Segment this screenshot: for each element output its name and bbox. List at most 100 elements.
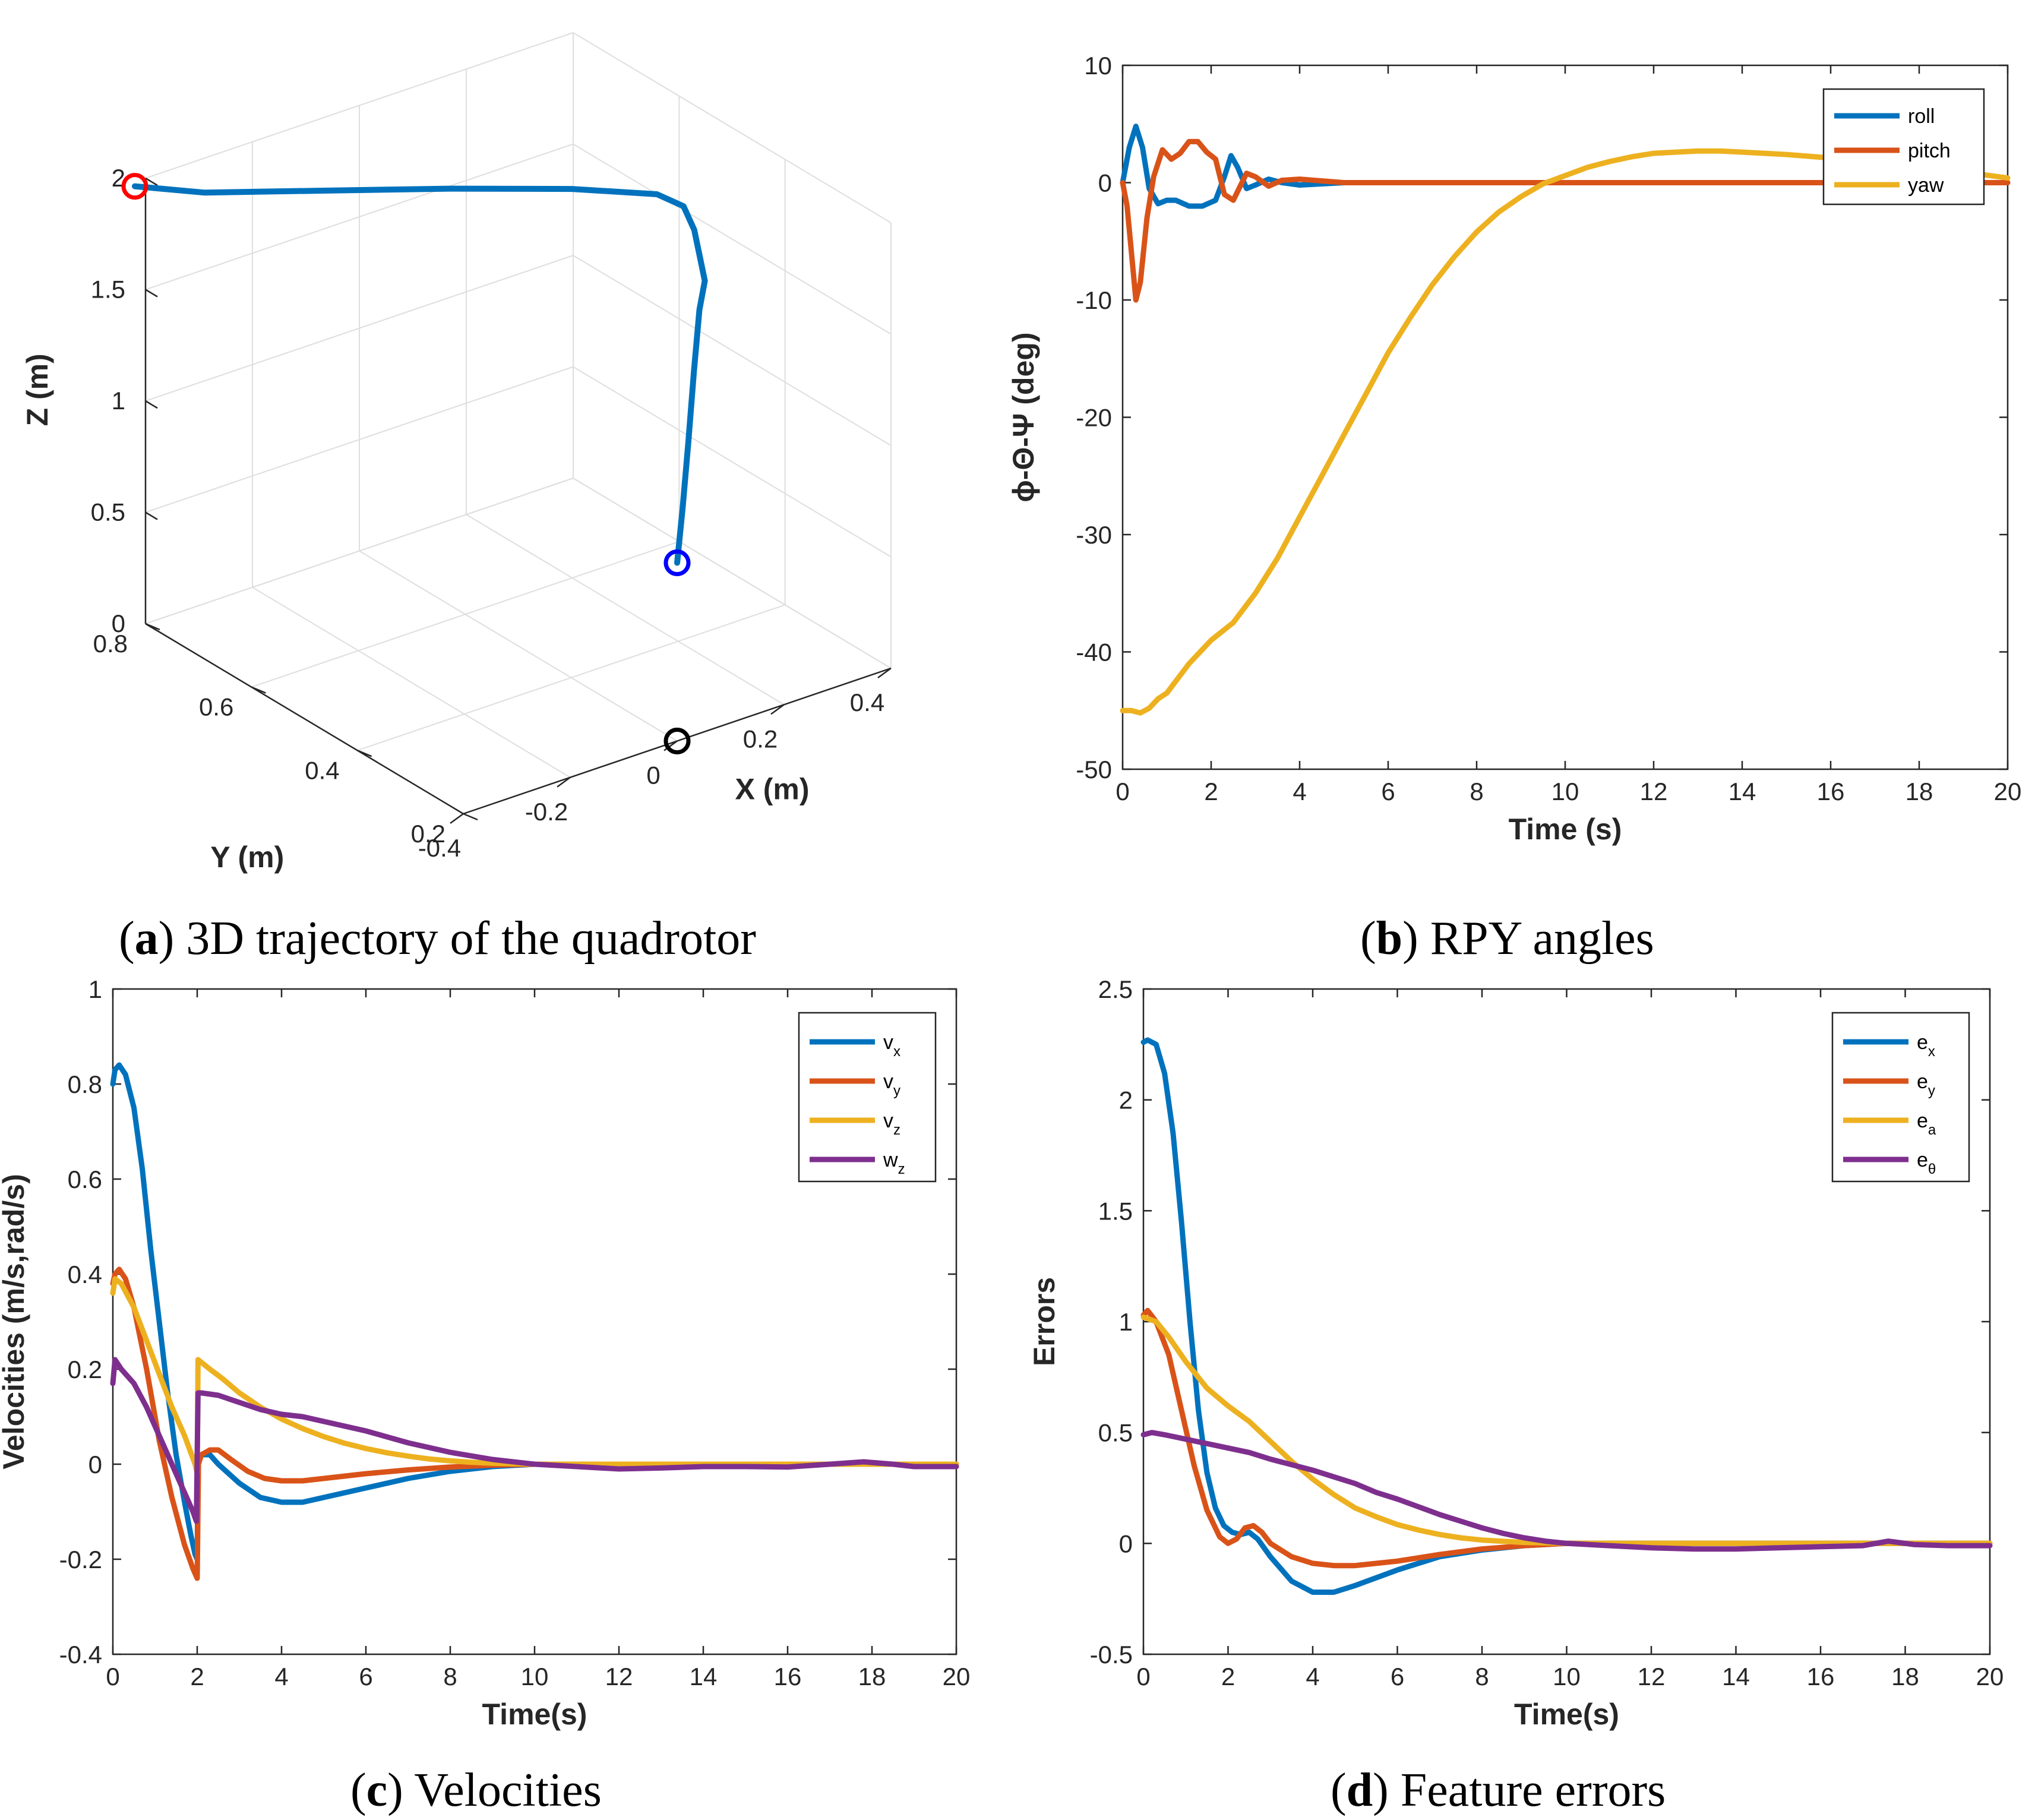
y-tick-label: 2 (1119, 1086, 1133, 1114)
x-tick-label: 16 (1817, 778, 1845, 805)
x-tick-label: 8 (443, 1663, 457, 1691)
legend-label-vx: vx (883, 1031, 900, 1060)
panel-d-feature-errors: 0 2 4 6 8 10 12 14 16 18 20-0.500.511.522.5Time(s)… (1028, 975, 2004, 1731)
grid-line (145, 478, 574, 624)
y-tick-mark (357, 750, 372, 757)
caption-b: (b) RPY angles (1360, 912, 1654, 965)
series-line-wz (110, 1357, 959, 1524)
y-tick-label: 0.6 (199, 693, 233, 721)
legend-label-vz: vz (883, 1110, 900, 1138)
y-tick-label: 0 (1119, 1530, 1133, 1557)
x-axis-label: Time(s) (482, 1698, 587, 1731)
x-tick-mark (663, 740, 678, 751)
y-tick-label: 0.5 (1098, 1419, 1133, 1447)
legend-box (798, 1012, 937, 1183)
x-tick-label: 0 (646, 762, 660, 789)
y-tick-label: 0.4 (305, 756, 339, 784)
x-tick-label: 0.2 (743, 725, 778, 753)
z-tick-mark (145, 289, 158, 298)
grid-line (145, 143, 574, 290)
legend-label-subscript: z (898, 1161, 905, 1177)
legend-label-main: e (1917, 1149, 1928, 1171)
y-tick-label: -0.2 (59, 1546, 102, 1573)
series-line-ey (1140, 1307, 1993, 1569)
panel-c-velocities: 0 2 4 6 8 10 12 14 16 18 20 -0.4 -0.2 0 0.2 0.4 0.6 0.8 1 T… (0, 975, 970, 1731)
legend-label-eθ: eθ (1917, 1149, 1936, 1177)
x-tick-label: 18 (1891, 1663, 1919, 1691)
x-axis-label: X (m) (735, 773, 810, 806)
y-tick-label: -10 (1076, 286, 1112, 314)
x-tick-label: 10 (1553, 1663, 1581, 1691)
legend-label-yaw: yaw (1908, 174, 1944, 197)
grid-line (573, 478, 892, 669)
y-tick-mark (463, 813, 478, 821)
z-tick-mark (145, 511, 158, 520)
caption-a: (a) 3D trajectory of the quadrotor (119, 912, 756, 965)
x-tick-label: 12 (1640, 778, 1668, 805)
z-tick-label: 0 (112, 609, 125, 637)
x-tick-label: 6 (1381, 778, 1395, 805)
y-tick-label: 1.5 (1098, 1197, 1133, 1225)
legend-label-main: e (1917, 1110, 1928, 1132)
x-tick-label: -0.4 (418, 834, 461, 862)
grid-line (251, 541, 680, 688)
x-tick-mark (450, 813, 464, 824)
marker-target (663, 728, 691, 754)
x-tick-label: -0.2 (525, 798, 568, 826)
trajectory-line (132, 183, 708, 566)
grid-line (359, 550, 678, 742)
panel-a-3d-trajectory: -0.4-0.200.20.40.20.40.60.800.511.52X (m… (21, 32, 892, 874)
x-tick-label: 0 (106, 1663, 119, 1691)
y-axis-label: Velocities (m/s,rad/s) (0, 1174, 30, 1469)
legend-label-vy: vy (883, 1070, 900, 1099)
grid-line (145, 32, 574, 179)
y-tick-label: 10 (1084, 52, 1112, 80)
legend-label-ey: ey (1917, 1070, 1935, 1099)
x-tick-label: 4 (274, 1663, 288, 1691)
x-tick-label: 2 (1221, 1663, 1235, 1691)
y-tick-label: -0.4 (59, 1641, 102, 1669)
y-tick-label: -20 (1076, 404, 1112, 432)
caption-c: (c) Velocities (350, 1764, 602, 1816)
x-tick-label: 16 (774, 1663, 802, 1691)
x-axis-label: Time(s) (1514, 1698, 1619, 1731)
y-tick-label: 0.4 (68, 1260, 102, 1288)
y-tick-label: 0 (1098, 169, 1112, 197)
legend-label-main: w (883, 1149, 898, 1171)
legend-label-subscript: x (1928, 1044, 1935, 1060)
legend-label-main: e (1917, 1031, 1928, 1054)
x-tick-label: 4 (1306, 1663, 1319, 1691)
x-tick-label: 0.4 (850, 688, 884, 716)
series-line-vz (110, 1276, 959, 1477)
legend-label-subscript: a (1928, 1122, 1936, 1138)
legend-label-main: v (883, 1110, 893, 1132)
z-tick-mark (145, 400, 158, 409)
x-tick-label: 20 (1976, 1663, 2004, 1691)
x-tick-label: 18 (1906, 778, 1933, 805)
y-axis-label: Errors (1028, 1277, 1061, 1366)
x-tick-label: 10 (521, 1663, 549, 1691)
x-tick-label: 2 (1204, 778, 1218, 805)
z-tick-mark (145, 623, 158, 632)
y-tick-label: 0.2 (68, 1355, 102, 1383)
z-tick-label: 0.5 (91, 498, 125, 526)
series-line-ea (1140, 1315, 1993, 1546)
x-tick-label: 18 (858, 1663, 886, 1691)
x-tick-label: 12 (605, 1663, 633, 1691)
y-axis-line (145, 623, 464, 815)
y-tick-label: -0.5 (1090, 1641, 1133, 1669)
y-axis-label: ϕ-Θ-Ψ (deg) (1007, 332, 1040, 502)
x-tick-label: 20 (1994, 778, 2022, 805)
legend-label-main: roll (1908, 105, 1935, 128)
grid-line (145, 366, 574, 513)
caption-d: (d) Feature errors (1331, 1764, 1666, 1816)
legend-label-ex: ex (1917, 1031, 1935, 1060)
legend-label-main: e (1917, 1070, 1928, 1093)
grid-line (573, 143, 892, 335)
x-tick-label: 8 (1470, 778, 1483, 805)
grid-line (357, 604, 785, 751)
legend-label-main: v (883, 1031, 893, 1054)
x-tick-label: 4 (1293, 778, 1306, 805)
